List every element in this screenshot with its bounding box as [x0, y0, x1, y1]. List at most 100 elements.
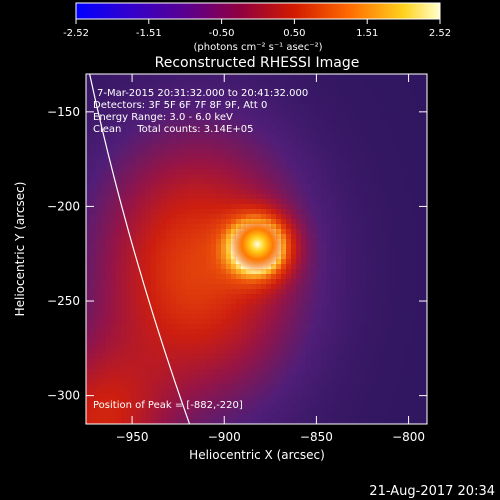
heatmap-cell: [311, 224, 316, 229]
heatmap-cell: [151, 114, 156, 119]
heatmap-cell: [231, 94, 236, 99]
heatmap-cell: [226, 184, 231, 189]
heatmap-cell: [416, 239, 421, 244]
heatmap-cell: [191, 334, 196, 339]
heatmap-cell: [401, 409, 406, 414]
heatmap-cell: [211, 109, 216, 114]
heatmap-cell: [201, 314, 206, 319]
heatmap-cell: [216, 129, 221, 134]
heatmap-cell: [206, 254, 211, 259]
heatmap-cell: [136, 294, 141, 299]
heatmap-cell: [261, 184, 266, 189]
heatmap-cell: [101, 399, 106, 404]
heatmap-cell: [376, 369, 381, 374]
heatmap-cell: [361, 194, 366, 199]
heatmap-cell: [351, 349, 356, 354]
heatmap-cell: [106, 404, 111, 409]
heatmap-cell: [221, 99, 226, 104]
heatmap-cell: [181, 109, 186, 114]
heatmap-cell: [176, 129, 181, 134]
heatmap-cell: [121, 319, 126, 324]
heatmap-cell: [136, 229, 141, 234]
heatmap-cell: [296, 129, 301, 134]
heatmap-cell: [221, 209, 226, 214]
heatmap-cell: [211, 304, 216, 309]
heatmap-cell: [106, 249, 111, 254]
heatmap-cell: [156, 324, 161, 329]
heatmap-cell: [91, 384, 96, 389]
heatmap-cell: [261, 154, 266, 159]
heatmap-cell: [281, 414, 286, 419]
heatmap-cell: [281, 384, 286, 389]
heatmap-cell: [126, 214, 131, 219]
heatmap-cell: [101, 224, 106, 229]
heatmap-cell: [356, 229, 361, 234]
heatmap-cell: [101, 404, 106, 409]
heatmap-cell: [151, 174, 156, 179]
heatmap-cell: [211, 394, 216, 399]
heatmap-cell: [341, 174, 346, 179]
heatmap-cell: [121, 149, 126, 154]
heatmap-cell: [121, 329, 126, 334]
heatmap-cell: [211, 284, 216, 289]
heatmap-cell: [341, 259, 346, 264]
heatmap-cell: [366, 394, 371, 399]
heatmap-cell: [316, 314, 321, 319]
heatmap-cell: [326, 189, 331, 194]
heatmap-cell: [121, 304, 126, 309]
heatmap-cell: [201, 349, 206, 354]
heatmap-cell: [246, 339, 251, 344]
heatmap-cell: [231, 329, 236, 334]
heatmap-cell: [291, 104, 296, 109]
heatmap-cell: [226, 389, 231, 394]
heatmap-cell: [236, 184, 241, 189]
heatmap-cell: [226, 104, 231, 109]
heatmap-cell: [171, 304, 176, 309]
heatmap-cell: [226, 99, 231, 104]
heatmap-cell: [86, 224, 91, 229]
heatmap-cell: [151, 194, 156, 199]
heatmap-cell: [366, 374, 371, 379]
heatmap-cell: [421, 159, 426, 164]
heatmap-cell: [166, 374, 171, 379]
heatmap-cell: [146, 344, 151, 349]
heatmap-cell: [241, 139, 246, 144]
heatmap-cell: [286, 354, 291, 359]
heatmap-cell: [391, 234, 396, 239]
heatmap-cell: [226, 159, 231, 164]
heatmap-cell: [376, 89, 381, 94]
heatmap-cell: [246, 89, 251, 94]
heatmap-cell: [316, 374, 321, 379]
heatmap-cell: [121, 409, 126, 414]
heatmap-cell: [201, 414, 206, 419]
heatmap-cell: [91, 394, 96, 399]
heatmap-cell: [411, 379, 416, 384]
heatmap-cell: [371, 394, 376, 399]
heatmap-cell: [106, 299, 111, 304]
heatmap-cell: [256, 154, 261, 159]
heatmap-cell: [201, 79, 206, 84]
heatmap-cell: [421, 164, 426, 169]
heatmap-cell: [261, 94, 266, 99]
heatmap-cell: [131, 94, 136, 99]
heatmap-cell: [221, 369, 226, 374]
heatmap-cell: [281, 369, 286, 374]
heatmap-cell: [141, 229, 146, 234]
heatmap-cell: [306, 374, 311, 379]
heatmap-cell: [136, 319, 141, 324]
heatmap-cell: [366, 244, 371, 249]
heatmap-cell: [416, 164, 421, 169]
heatmap-cell: [386, 364, 391, 369]
heatmap-cell: [281, 214, 286, 219]
heatmap-cell: [326, 124, 331, 129]
heatmap-cell: [196, 114, 201, 119]
heatmap-cell: [421, 374, 426, 379]
heatmap-cell: [101, 409, 106, 414]
heatmap-cell: [351, 294, 356, 299]
heatmap-cell: [141, 389, 146, 394]
heatmap-cell: [151, 119, 156, 124]
heatmap-cell: [271, 184, 276, 189]
heatmap-cell: [276, 139, 281, 144]
heatmap-cell: [226, 289, 231, 294]
heatmap-cell: [341, 384, 346, 389]
